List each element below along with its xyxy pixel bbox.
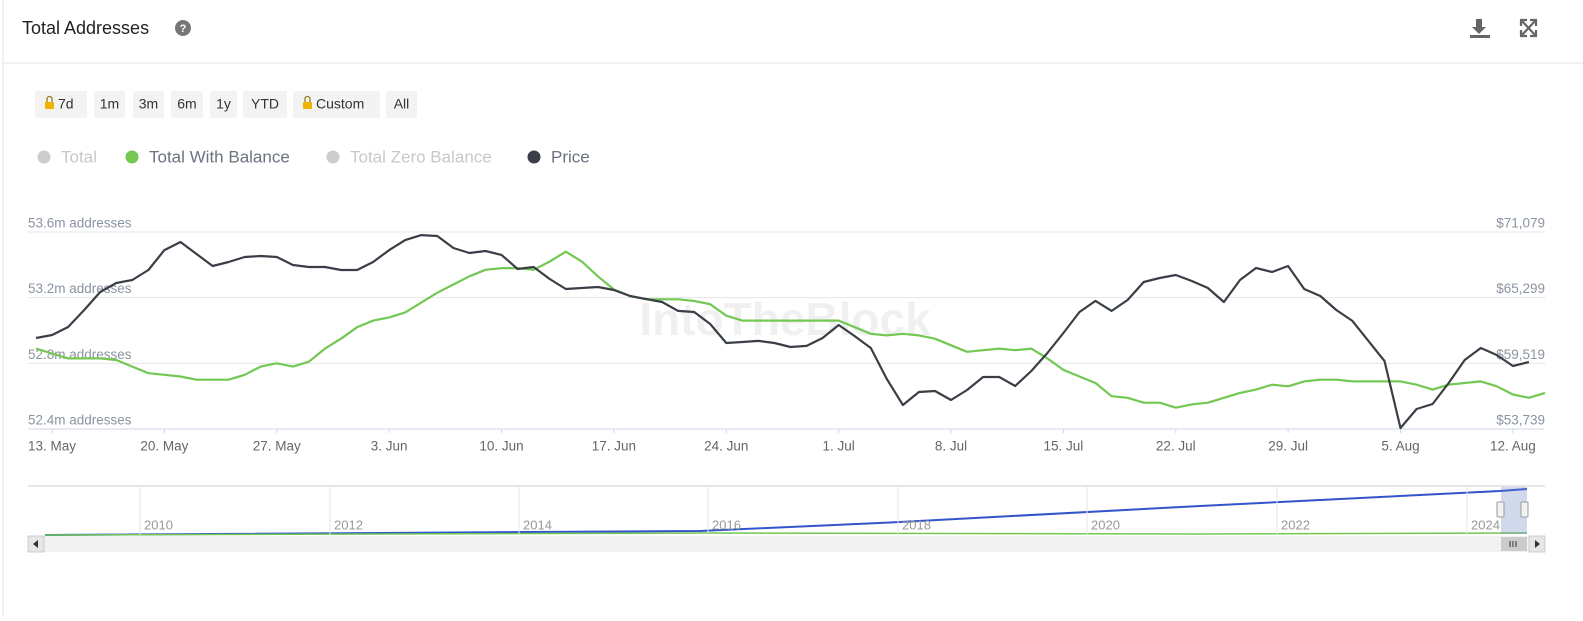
y-tick-label: 53.6m addresses bbox=[28, 216, 132, 231]
range-button-label: 3m bbox=[139, 96, 158, 112]
navigator-year-label: 2018 bbox=[902, 517, 931, 532]
legend-marker[interactable] bbox=[125, 150, 139, 164]
x-tick-label: 8. Jul bbox=[935, 439, 967, 454]
watermark: IntoTheBlock bbox=[639, 293, 931, 345]
navigator: 2010 2012 2014 2016 2018 2020 2022 2024 bbox=[27, 485, 1546, 553]
legend-label[interactable]: Total Zero Balance bbox=[350, 147, 492, 166]
lock-shackle bbox=[304, 95, 311, 102]
scrollbar-track[interactable] bbox=[28, 536, 1545, 552]
navigator-line bbox=[44, 532, 1528, 536]
navigator-year-label: 2024 bbox=[1471, 517, 1500, 532]
range-button[interactable] bbox=[210, 91, 237, 118]
navigator-handle[interactable] bbox=[1520, 501, 1529, 518]
range-button[interactable] bbox=[386, 91, 417, 118]
range-button[interactable] bbox=[243, 91, 287, 118]
legend-label[interactable]: Price bbox=[551, 147, 590, 166]
y2-tick-label: $59,519 bbox=[1496, 347, 1545, 362]
y-tick-label: 52.4m addresses bbox=[28, 413, 132, 428]
navigator-line bbox=[44, 488, 1528, 536]
navigator-year-label: 2016 bbox=[712, 517, 741, 532]
y-tick-label: 53.2m addresses bbox=[28, 281, 132, 296]
legend-marker[interactable] bbox=[326, 150, 340, 164]
x-tick-label: 12. Aug bbox=[1490, 439, 1536, 454]
scroll-left-arrow bbox=[33, 540, 38, 548]
range-button[interactable] bbox=[171, 91, 203, 118]
x-tick-label: 29. Jul bbox=[1268, 439, 1308, 454]
help-icon[interactable]: ? bbox=[175, 20, 191, 36]
navigator-year-label: 2020 bbox=[1091, 517, 1120, 532]
y2-tick-label: $65,299 bbox=[1496, 281, 1545, 296]
fullscreen-icon[interactable] bbox=[1519, 18, 1538, 38]
x-tick-label: 24. Jun bbox=[704, 439, 748, 454]
lock-icon bbox=[45, 102, 54, 109]
x-tick-label: 5. Aug bbox=[1381, 439, 1419, 454]
legend-marker[interactable] bbox=[527, 150, 541, 164]
scroll-thumb-grip bbox=[1509, 541, 1517, 547]
y2-tick-label: $71,079 bbox=[1496, 216, 1545, 231]
legend-marker[interactable] bbox=[37, 150, 51, 164]
series-line bbox=[35, 250, 1546, 409]
range-button-label: 1y bbox=[216, 96, 231, 112]
range-button-label: 7d bbox=[58, 96, 74, 112]
range-button-label: Custom bbox=[316, 96, 364, 112]
range-button[interactable] bbox=[293, 91, 380, 118]
x-tick-label: 17. Jun bbox=[592, 439, 636, 454]
range-button-label: 1m bbox=[100, 96, 119, 112]
download-icon[interactable] bbox=[1470, 19, 1490, 38]
range-button[interactable] bbox=[133, 91, 164, 118]
navigator-year-label: 2014 bbox=[523, 517, 552, 532]
range-button[interactable] bbox=[35, 91, 87, 118]
navigator-year-label: 2010 bbox=[144, 517, 173, 532]
lock-icon bbox=[303, 102, 312, 109]
svg-text:?: ? bbox=[180, 23, 187, 35]
legend-label[interactable]: Total With Balance bbox=[149, 147, 290, 166]
range-button-label: All bbox=[394, 96, 410, 112]
x-tick-label: 22. Jul bbox=[1156, 439, 1196, 454]
navigator-year-label: 2022 bbox=[1281, 517, 1310, 532]
legend-label[interactable]: Total bbox=[61, 147, 97, 166]
navigator-year-label: 2012 bbox=[334, 517, 363, 532]
lock-shackle bbox=[46, 95, 53, 102]
scroll-right-arrow bbox=[1535, 540, 1540, 548]
x-tick-label: 1. Jul bbox=[823, 439, 855, 454]
x-tick-label: 27. May bbox=[253, 439, 301, 454]
x-tick-label: 15. Jul bbox=[1044, 439, 1084, 454]
series-line bbox=[35, 234, 1530, 430]
navigator-handle[interactable] bbox=[1496, 501, 1505, 518]
range-button-label: YTD bbox=[251, 96, 279, 112]
x-tick-label: 3. Jun bbox=[371, 439, 408, 454]
x-tick-label: 13. May bbox=[28, 439, 76, 454]
x-tick-label: 20. May bbox=[140, 439, 188, 454]
range-button-label: 6m bbox=[177, 96, 196, 112]
range-button[interactable] bbox=[94, 91, 125, 118]
x-tick-label: 10. Jun bbox=[479, 439, 523, 454]
header-title: Total Addresses bbox=[22, 18, 149, 38]
y2-tick-label: $53,739 bbox=[1496, 413, 1545, 428]
scroll-thumb[interactable] bbox=[1501, 537, 1527, 551]
